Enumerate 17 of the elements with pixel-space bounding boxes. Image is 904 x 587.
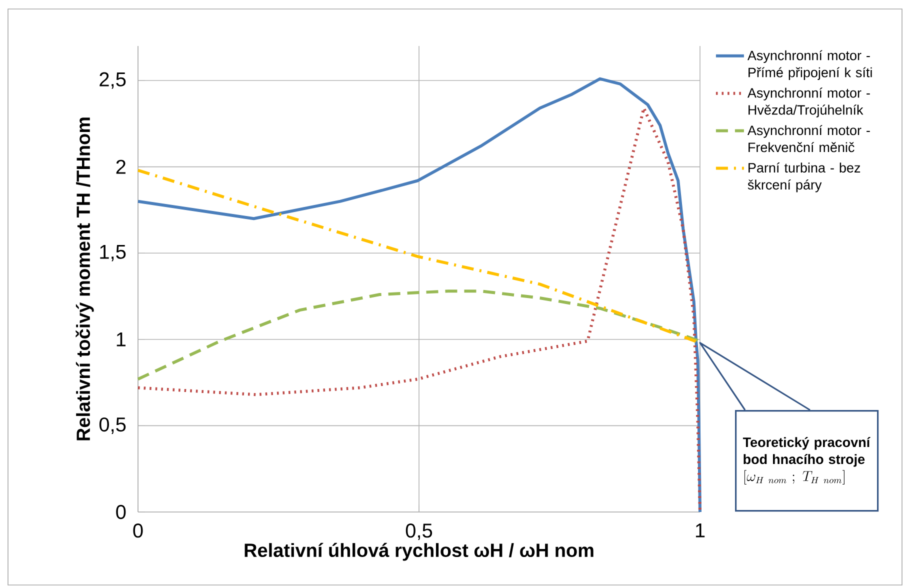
legend-label: Asynchronní motor - Přímé připojení k síti [747,50,872,80]
legend-label: Asynchronní motor - Hvězda/Trojúhelník [747,88,870,118]
legend-label: Asynchronní motor - Frekvenční měnič [747,125,870,152]
y-axis-title: Relativní točivý moment TH /THnom [76,118,94,440]
y-tick-label: 2 [116,160,126,174]
y-tick-label: 1,5 [100,244,126,262]
y-tick-label: 1 [116,332,126,346]
legend-label: Parní turbina - bez škrcení páry [748,162,860,192]
y-tick-label: 0,5 [99,417,126,434]
y-tick-label: 0 [116,504,126,520]
x-tick-label: 0 [133,524,143,538]
text: Teoretický pracovní bod hnacího stroje [742,437,870,467]
x-tick-label: 1 [696,524,705,538]
text: $[\omega_{H\ nom}\ ;\ T_{H\ nom}]$ [744,470,844,485]
y-tick-label: 2,5 [100,72,126,89]
x-tick-label: 0,5 [406,524,432,540]
x-axis-title: Relativní úhlová rychlost ωH / ωH nom [244,542,594,561]
